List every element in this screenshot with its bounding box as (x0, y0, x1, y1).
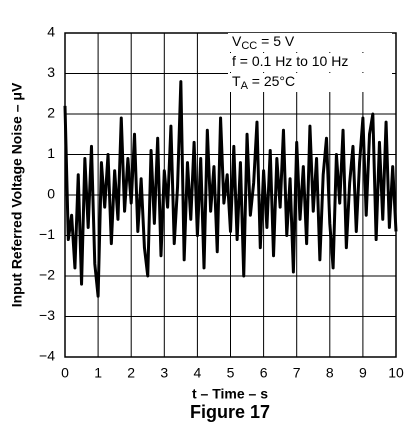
annotation-subscript: CC (241, 40, 257, 52)
annotation-bg (228, 53, 392, 72)
x-tick-label: 4 (194, 365, 202, 381)
annotation: VCC = 5 V (232, 33, 295, 52)
y-tick-label: 2 (47, 105, 55, 121)
annotation-bg (228, 73, 392, 92)
y-tick-label: 0 (47, 186, 55, 202)
x-tick-label: 9 (359, 365, 367, 381)
annotation-subscript: A (241, 80, 249, 92)
annotation-text: T (232, 73, 241, 89)
annotation-bg (228, 33, 392, 52)
y-axis-label: Input Referred Voltage Noise – μV (9, 82, 25, 307)
x-tick-label: 8 (326, 365, 334, 381)
y-tick-label: −2 (39, 267, 55, 283)
annotation-text: f = 0.1 Hz to 10 Hz (232, 53, 348, 69)
y-tick-label: −1 (39, 226, 55, 242)
y-tick-label: −4 (39, 348, 55, 364)
annotation-text: = 25°C (248, 73, 295, 89)
noise-line (63, 80, 398, 298)
x-tick-label: 3 (160, 365, 168, 381)
y-tick-label: −3 (39, 307, 55, 323)
x-tick-label: 0 (61, 365, 69, 381)
y-tick-label: 3 (47, 64, 55, 80)
annotation-text: V (232, 33, 242, 49)
x-tick-label: 1 (94, 365, 102, 381)
y-tick-label: 1 (47, 145, 55, 161)
annotation: TA = 25°C (232, 73, 295, 92)
x-tick-label: 2 (127, 365, 135, 381)
annotation: f = 0.1 Hz to 10 Hz (232, 53, 348, 69)
y-tick-label: 4 (47, 24, 55, 40)
caption: Figure 17 (190, 402, 270, 422)
x-tick-label: 10 (388, 365, 404, 381)
x-tick-label: 5 (227, 365, 235, 381)
x-axis-label: t – Time – s (192, 386, 268, 402)
x-tick-label: 7 (293, 365, 301, 381)
x-tick-label: 6 (260, 365, 268, 381)
annotation-text: = 5 V (257, 33, 295, 49)
